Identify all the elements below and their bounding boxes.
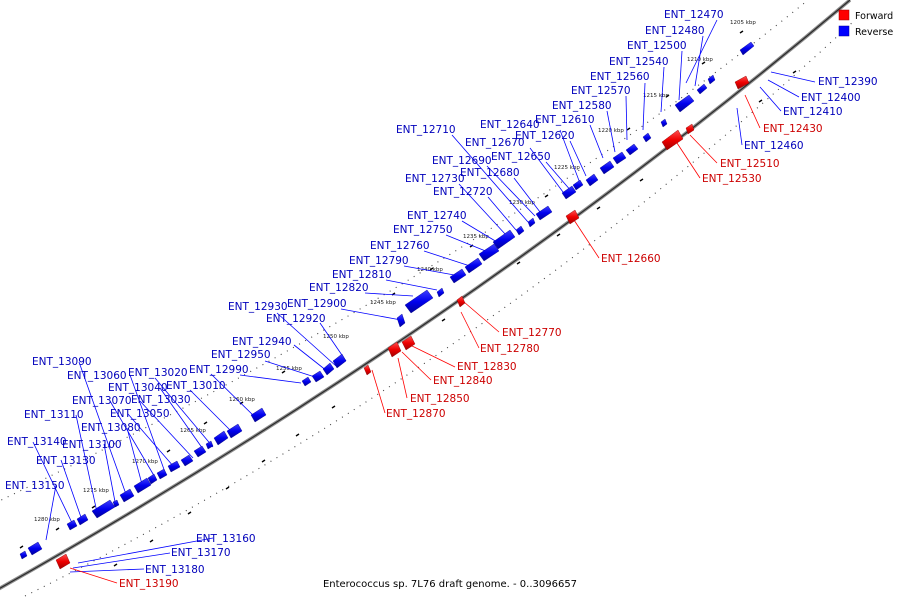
- tick-label: 1205 kbp: [730, 20, 756, 26]
- gene-label: ENT_13050: [110, 408, 170, 420]
- reverse-gene-labels: ENT_12470 ENT_12480 ENT_12500 ENT_12540 …: [5, 9, 878, 576]
- gene-label: ENT_12920: [266, 313, 326, 325]
- legend-forward-label: Forward: [855, 11, 893, 22]
- tick-label: 1225 kbp: [554, 165, 580, 171]
- gene-label: ENT_13080: [81, 422, 141, 434]
- gene-label: ENT_13090: [32, 356, 92, 368]
- tick-label: 1240 kbp: [417, 267, 443, 273]
- dotted-tracks: [0, 0, 856, 597]
- genome-caption: Enterococcus sp. 7L76 draft genome. - 0.…: [323, 579, 577, 590]
- tick-label: 1210 kbp: [687, 57, 713, 63]
- gene-label: ENT_12750: [393, 224, 453, 236]
- tick-label: 1245 kbp: [370, 300, 396, 306]
- gene-label: ENT_12990: [189, 364, 249, 376]
- tick-label: 1280 kbp: [34, 517, 60, 523]
- gene-label: ENT_13070: [72, 395, 132, 407]
- gene-label: ENT_13160: [196, 533, 256, 545]
- tick-label: 1275 kbp: [83, 488, 109, 494]
- gene-label: ENT_12820: [309, 282, 369, 294]
- gene-label: ENT_12770: [502, 327, 562, 339]
- tick-label: 1215 kbp: [643, 93, 669, 99]
- gene-label: ENT_12560: [590, 71, 650, 83]
- gene-label: ENT_12710: [396, 124, 456, 136]
- gene-label: ENT_12460: [744, 140, 804, 152]
- legend-reverse-swatch: [838, 25, 850, 37]
- gene-label: ENT_12740: [407, 210, 467, 222]
- tick-label: 1270 kbp: [132, 459, 158, 465]
- gene-label: ENT_12730: [405, 173, 465, 185]
- legend-forward-swatch: [838, 9, 850, 21]
- gene-label: ENT_12850: [410, 393, 470, 405]
- gene-label: ENT_13110: [24, 409, 84, 421]
- gene-label: ENT_12390: [818, 76, 878, 88]
- gene-label: ENT_12780: [480, 343, 540, 355]
- gene-label: ENT_13190: [119, 578, 179, 590]
- gene-label: ENT_13140: [7, 436, 67, 448]
- gene-label: ENT_12610: [535, 114, 595, 126]
- gene-label: ENT_13170: [171, 547, 231, 559]
- kbp-ticks: 1205 kbp 1210 kbp 1215 kbp 1220 kbp 1225…: [34, 20, 756, 523]
- gene-label: ENT_13100: [62, 439, 122, 451]
- gene-label: ENT_12470: [664, 9, 724, 21]
- gene-label: ENT_12760: [370, 240, 430, 252]
- gene-label: ENT_13060: [67, 370, 127, 382]
- legend: Forward Reverse: [838, 9, 893, 38]
- gene-label: ENT_13020: [128, 367, 188, 379]
- gene-label: ENT_12650: [491, 151, 551, 163]
- legend-reverse-label: Reverse: [855, 27, 893, 38]
- gene-label: ENT_13030: [131, 394, 191, 406]
- gene-label: ENT_12660: [601, 253, 661, 265]
- gene-label: ENT_13040: [108, 382, 168, 394]
- gene-label: ENT_13010: [166, 380, 226, 392]
- gene-label: ENT_12480: [645, 25, 705, 37]
- gene-label: ENT_12830: [457, 361, 517, 373]
- gene-label: ENT_12580: [552, 100, 612, 112]
- gene-label: ENT_12690: [432, 155, 492, 167]
- gene-label: ENT_12400: [801, 92, 861, 104]
- gene-label: ENT_13130: [36, 455, 96, 467]
- gene-label: ENT_12430: [763, 123, 823, 135]
- gene-label: ENT_12680: [460, 167, 520, 179]
- gene-label: ENT_12510: [720, 158, 780, 170]
- gene-label: ENT_12640: [480, 119, 540, 131]
- tick-label: 1235 kbp: [463, 234, 489, 240]
- gene-label: ENT_12840: [433, 375, 493, 387]
- gene-label: ENT_13180: [145, 564, 205, 576]
- gene-label: ENT_12620: [515, 130, 575, 142]
- forward-gene-glyphs: [55, 75, 750, 570]
- reverse-leader-lines: [32, 19, 816, 573]
- gene-label: ENT_12500: [627, 40, 687, 52]
- gene-label: ENT_12720: [433, 186, 493, 198]
- tick-label: 1250 kbp: [323, 334, 349, 340]
- gene-label: ENT_12670: [465, 137, 525, 149]
- tick-label: 1260 kbp: [229, 397, 255, 403]
- gene-label: ENT_12950: [211, 349, 271, 361]
- gene-label: ENT_12790: [349, 255, 409, 267]
- gene-label: ENT_12540: [609, 56, 669, 68]
- gene-label: ENT_12900: [287, 298, 347, 310]
- forward-leader-lines: [69, 94, 761, 584]
- tick-label: 1265 kbp: [180, 428, 206, 434]
- gene-label: ENT_12940: [232, 336, 292, 348]
- reverse-gene-glyphs: [19, 41, 755, 560]
- gene-label: ENT_12410: [783, 106, 843, 118]
- gene-label: ENT_13150: [5, 480, 65, 492]
- gene-label: ENT_12530: [702, 173, 762, 185]
- gene-label: ENT_12930: [228, 301, 288, 313]
- gene-label: ENT_12570: [571, 85, 631, 97]
- forward-gene-labels: ENT_12430 ENT_12510 ENT_12530 ENT_12660 …: [119, 123, 823, 590]
- gene-label: ENT_12810: [332, 269, 392, 281]
- gene-label: ENT_12870: [386, 408, 446, 420]
